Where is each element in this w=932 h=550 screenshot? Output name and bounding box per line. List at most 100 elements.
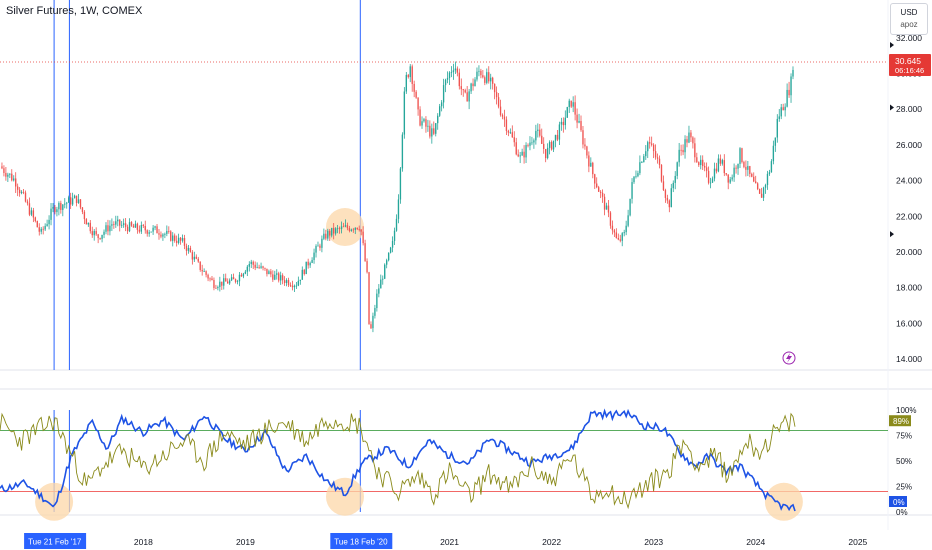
candle-body (635, 176, 637, 178)
candle-body (753, 176, 755, 182)
candle-body (128, 222, 131, 232)
candle-body (711, 178, 714, 183)
time-axis-tick: 2019 (236, 537, 255, 547)
price-axis-tick: 24.000 (896, 176, 922, 186)
candle-body (93, 231, 95, 236)
candle-body (378, 288, 380, 294)
candle-body (42, 228, 44, 230)
time-axis-tick: 2022 (542, 537, 561, 547)
candle-body (160, 234, 162, 237)
candle-body (613, 230, 616, 233)
candle-body (627, 215, 629, 226)
candle-body (331, 227, 333, 236)
candle-body (305, 261, 307, 275)
candle-body (786, 89, 788, 107)
candle-body (258, 267, 260, 268)
candle-body (643, 156, 645, 163)
candle-body (174, 235, 176, 241)
candle-body (533, 140, 535, 143)
candle-body (391, 240, 394, 248)
candle-body (515, 142, 517, 155)
candle-body (75, 195, 78, 203)
candle-body (537, 129, 539, 131)
time-axis-tick: 2025 (848, 537, 867, 547)
candle-body (387, 252, 390, 261)
candle-body (313, 252, 315, 260)
candle-body (36, 221, 38, 228)
candle-body (633, 176, 635, 183)
candle-body (395, 218, 398, 231)
candle-body (38, 227, 40, 232)
candle-body (415, 91, 417, 98)
candle-body (111, 224, 113, 226)
candle-body (28, 203, 31, 215)
lightning-icon (782, 351, 796, 365)
candle-body (641, 162, 643, 163)
candle-body (766, 173, 769, 185)
candle-body (507, 130, 510, 133)
candle-body (91, 231, 93, 236)
candle-body (488, 72, 490, 82)
candle-body (444, 79, 447, 86)
candle-body (548, 142, 551, 148)
candle-body (268, 271, 270, 275)
oscillator-axis-tick: 25% (896, 483, 912, 492)
candle-body (366, 261, 368, 273)
candle-body (22, 191, 25, 193)
candle-body (584, 144, 586, 147)
date-marker-extra-label: '17 (90, 538, 101, 547)
candle-body (26, 201, 29, 204)
oscillator-axis-tick: 0% (896, 508, 908, 517)
candle-body (668, 200, 671, 208)
candle-body (13, 178, 15, 181)
candle-body (462, 89, 464, 91)
candle-body (672, 182, 674, 189)
candle-body (454, 68, 457, 71)
candle-body (99, 238, 101, 239)
candle-body (790, 76, 792, 96)
candle-body (30, 210, 33, 215)
candle-body (702, 159, 704, 167)
currency-unit-button[interactable]: USD apoz (890, 3, 928, 35)
candle-body (77, 199, 80, 203)
candle-body (230, 277, 233, 281)
candle-body (588, 155, 590, 167)
candle-body (333, 227, 335, 234)
candle-body (73, 195, 76, 199)
candle-body (58, 202, 60, 210)
candle-body (468, 91, 470, 102)
candle-body (183, 238, 186, 246)
candle-body (429, 125, 431, 137)
candle-body (566, 107, 568, 118)
candle-body (521, 151, 523, 156)
candle-body (629, 198, 631, 216)
candle-body (623, 232, 625, 234)
candle-body (686, 139, 688, 143)
candle-body (236, 281, 239, 283)
candle-body (780, 107, 782, 117)
candle-body (601, 192, 604, 197)
candle-body (466, 92, 468, 102)
time-axis-tick: 2021 (440, 537, 459, 547)
candle-body (217, 287, 219, 289)
candle-body (344, 225, 347, 227)
candle-body (232, 277, 235, 280)
candle-body (739, 148, 741, 164)
candle-body (187, 247, 190, 251)
candle-body (68, 197, 70, 203)
candle-body (680, 149, 682, 151)
candle-body (5, 172, 7, 177)
candle-body (175, 240, 178, 243)
candle-body (784, 106, 786, 111)
candle-body (425, 119, 427, 127)
candle-body (745, 166, 747, 170)
candle-body (658, 158, 661, 165)
olive-value-label-bg (889, 415, 911, 427)
candle-body (709, 182, 712, 184)
candle-body (499, 106, 502, 115)
candle-body (132, 225, 135, 228)
candle-body (423, 119, 425, 122)
candle-body (694, 143, 696, 158)
